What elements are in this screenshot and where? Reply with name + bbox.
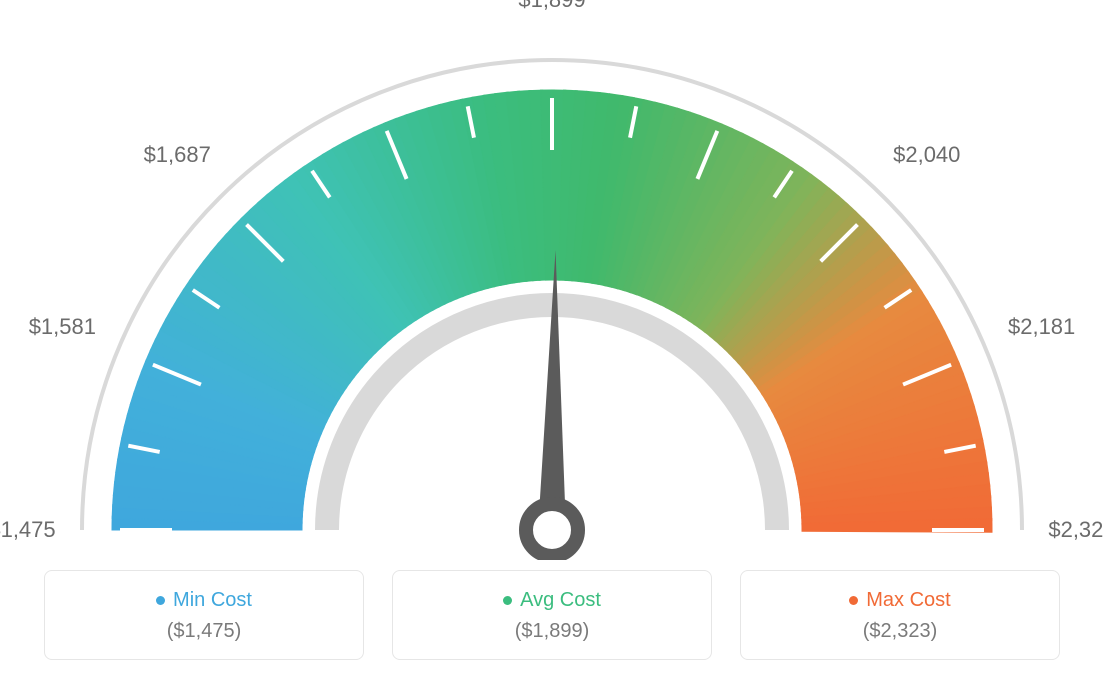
legend-title-min: Min Cost bbox=[55, 589, 353, 612]
legend-title-max: Max Cost bbox=[751, 589, 1049, 612]
gauge-tick-label: $2,040 bbox=[893, 142, 960, 168]
legend-title-text-max: Max Cost bbox=[866, 589, 950, 611]
legend-title-avg: Avg Cost bbox=[403, 589, 701, 612]
legend-card-max: Max Cost ($2,323) bbox=[740, 570, 1060, 660]
gauge-tick-label: $1,581 bbox=[29, 314, 96, 340]
legend-value-min: ($1,475) bbox=[55, 620, 353, 643]
legend-title-text-avg: Avg Cost bbox=[520, 589, 601, 611]
gauge-tick-label: $1,475 bbox=[0, 517, 56, 543]
legend-row: Min Cost ($1,475) Avg Cost ($1,899) Max … bbox=[0, 570, 1104, 660]
gauge-chart: $1,475 $1,581 $1,687 $1,899 $2,040 $2,181 $2,3… bbox=[0, 0, 1104, 560]
gauge-svg bbox=[0, 0, 1104, 560]
legend-dot-max bbox=[849, 596, 858, 605]
gauge-tick-label: $1,687 bbox=[144, 142, 211, 168]
legend-card-min: Min Cost ($1,475) bbox=[44, 570, 364, 660]
gauge-tick-label: $2,181 bbox=[1008, 314, 1075, 340]
legend-dot-min bbox=[156, 596, 165, 605]
gauge-tick-label: $1,899 bbox=[518, 0, 585, 13]
legend-title-text-min: Min Cost bbox=[173, 589, 252, 611]
legend-value-max: ($2,323) bbox=[751, 620, 1049, 643]
legend-card-avg: Avg Cost ($1,899) bbox=[392, 570, 712, 660]
legend-value-avg: ($1,899) bbox=[403, 620, 701, 643]
gauge-tick-label: $2,323 bbox=[1048, 517, 1104, 543]
legend-dot-avg bbox=[503, 596, 512, 605]
